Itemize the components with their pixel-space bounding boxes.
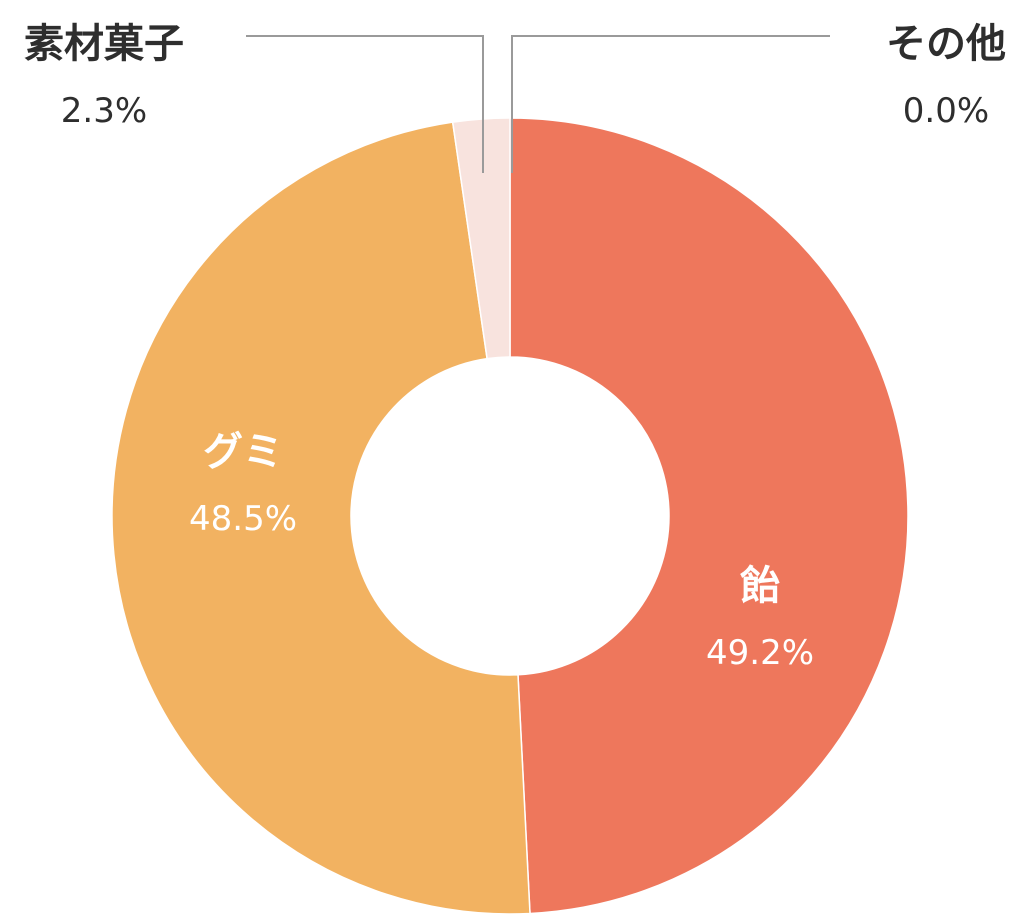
slice-value-other: 0.0% xyxy=(902,91,990,131)
slice-label-ingredient-sweets: 素材菓子 2.3% xyxy=(24,24,184,128)
slice-label-candy: 飴 49.2% xyxy=(706,566,814,670)
slice-value-gummy: 48.5% xyxy=(189,499,298,539)
slice-gummy xyxy=(111,121,531,915)
slice-value-ingredient-sweets: 2.3% xyxy=(60,91,148,131)
slice-value-candy: 49.2% xyxy=(706,633,815,673)
slice-name-ingredient-sweets: 素材菓子 xyxy=(24,21,184,67)
slice-name-candy: 飴 xyxy=(740,563,780,609)
slice-name-other: その他 xyxy=(886,21,1006,67)
slice-label-gummy: グミ 48.5% xyxy=(189,432,297,536)
slice-ingredient-sweets xyxy=(451,117,511,360)
slice-name-gummy: グミ xyxy=(203,429,283,475)
slice-label-other: その他 0.0% xyxy=(886,24,1006,128)
leader-line-other xyxy=(511,35,830,173)
leader-line-ingredient-sweets xyxy=(246,35,484,173)
slice-candy xyxy=(509,117,909,915)
